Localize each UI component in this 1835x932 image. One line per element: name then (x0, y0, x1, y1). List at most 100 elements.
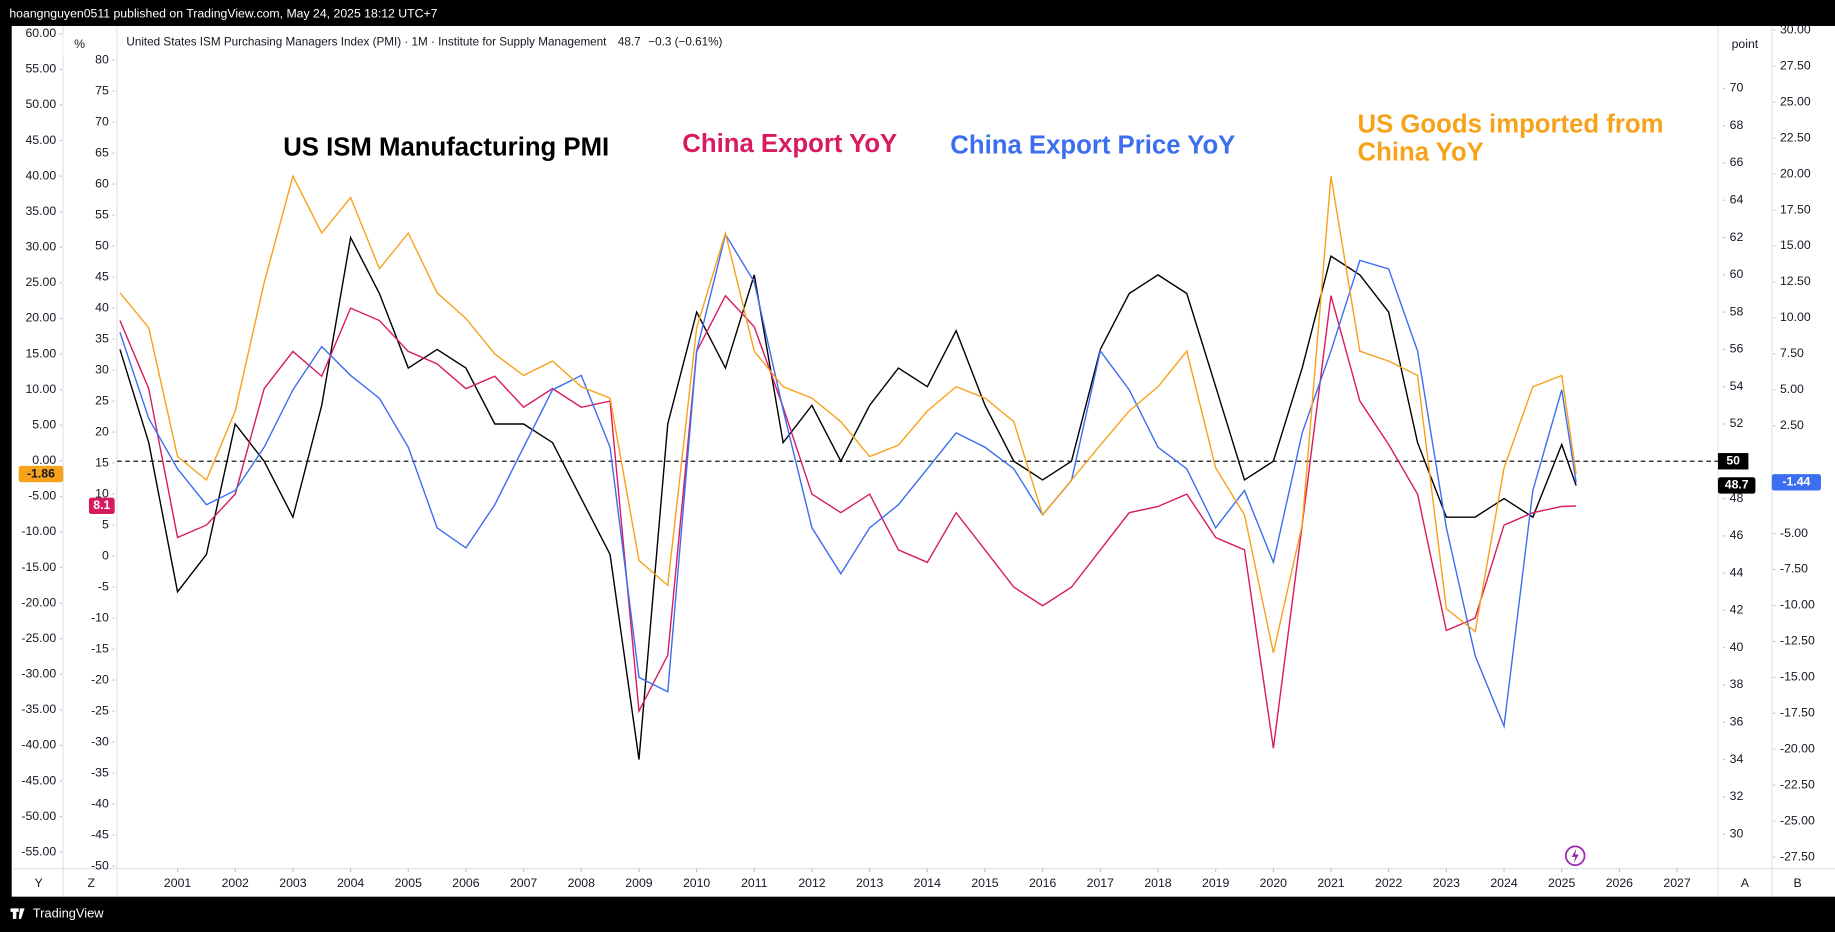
y-tick-label: -12.50 (1780, 634, 1815, 648)
x-tick-label: 2008 (568, 876, 595, 890)
y-tick-label: 30 (1730, 826, 1744, 840)
last-value-box (88, 497, 115, 515)
last-value-box (1771, 474, 1821, 491)
brand: TradingView (33, 906, 104, 921)
plot (117, 174, 1718, 760)
y-tick-label: -7.50 (1780, 562, 1808, 576)
last-value-label: -1.44 (1782, 475, 1810, 489)
y-tick-label: -20 (91, 672, 109, 686)
x-tick-label: 2009 (625, 876, 652, 890)
x-tick-label: 2010 (683, 876, 710, 890)
x-tick-label: 2020 (1260, 876, 1287, 890)
x-tick-label: 2025 (1548, 876, 1575, 890)
y-tick-label: -27.50 (1780, 849, 1815, 863)
y-tick-label: -35.00 (21, 702, 56, 716)
y-tick-label: -20.00 (1780, 741, 1815, 755)
y-tick-label: 15.00 (25, 346, 56, 360)
y-tick-label: -40 (91, 796, 109, 810)
last-value-label: -1.86 (27, 466, 55, 480)
y-tick-label: 70 (1730, 81, 1744, 95)
y-tick-label: 42 (1730, 603, 1744, 617)
y-tick-label: 0.00 (32, 453, 56, 467)
y-tick-label: 15 (95, 455, 109, 469)
button-b[interactable]: B (1793, 876, 1801, 890)
series-name: China Export YoY (682, 130, 897, 158)
y-tick-label: -10.00 (21, 524, 56, 538)
y-tick-label: 10 (95, 486, 109, 500)
y-tick-label: 27.50 (1780, 58, 1811, 72)
y-tick-label: 32 (1730, 789, 1744, 803)
unit-box (1728, 34, 1762, 56)
y-tick-label: -10 (91, 610, 109, 624)
button-z[interactable]: Z (88, 876, 96, 890)
x-tick-label: 2002 (222, 876, 249, 890)
x-tick-label: 2015 (971, 876, 998, 890)
x-tick-label: 2011 (741, 876, 768, 890)
y-tick-label: 12.50 (1780, 274, 1811, 288)
y-tick-label: 10.00 (25, 382, 56, 396)
button-y[interactable]: Y (35, 876, 43, 890)
legend-title: United States ISM Purchasing Managers In… (126, 35, 607, 48)
x-tick-label: 2027 (1663, 876, 1690, 890)
y-tick-label: -30 (91, 734, 109, 748)
y-tick-label: 34 (1730, 752, 1744, 766)
x-tick-label: 2023 (1433, 876, 1460, 890)
y-tick-label: -25.00 (1780, 813, 1815, 827)
x-tick-label: 2004 (337, 876, 364, 890)
reference-label: 50 (1726, 454, 1740, 468)
y-tick-label: 70 (95, 114, 109, 128)
axis-unit: % (74, 37, 85, 51)
y-tick-label: 25.00 (1780, 94, 1811, 108)
y-tick-label: -50.00 (21, 809, 56, 823)
y-tick-label: -20.00 (21, 595, 56, 609)
y-tick-label: 20.00 (1780, 166, 1811, 180)
x-tick-label: 2018 (1144, 876, 1171, 890)
x-tick-label: 2007 (510, 876, 537, 890)
y-tick-label: 58 (1730, 304, 1744, 318)
x-tick-label: 2006 (452, 876, 479, 890)
y-tick-label: 44 (1730, 565, 1744, 579)
y-tick-label: 30.00 (25, 240, 56, 254)
y-tick-label: 40 (95, 300, 109, 314)
y-tick-label: 50.00 (25, 97, 56, 111)
x-tick-label: 2017 (1087, 876, 1114, 890)
y-tick-label: -45.00 (21, 773, 56, 787)
y-tick-label: -55.00 (21, 844, 56, 858)
y-tick-label: 52 (1730, 416, 1744, 430)
legend-last: 48.7 (618, 35, 641, 48)
y-tick-label: 48 (1730, 491, 1744, 505)
y-tick-label: 35.00 (25, 204, 56, 218)
y-tick-label: -50 (91, 858, 109, 872)
y-tick-label: 64 (1730, 193, 1744, 207)
x-tick-label: 2019 (1202, 876, 1229, 890)
unit-box (63, 34, 96, 56)
series-line (119, 174, 1577, 654)
x-tick-label: 2026 (1606, 876, 1633, 890)
y-tick-label: 5 (102, 517, 109, 531)
button-a[interactable]: A (1741, 876, 1750, 890)
y-tick-label: -25.00 (21, 631, 56, 645)
y-tick-label: 66 (1730, 155, 1744, 169)
y-tick-label: 5.00 (32, 417, 56, 431)
last-value-box (1717, 477, 1756, 494)
y-tick-label: 35 (95, 331, 109, 345)
last-value-box (18, 465, 64, 483)
y-tick-label: -40.00 (21, 738, 56, 752)
series-line (119, 294, 1577, 749)
series-name: US Goods imported from China YoY (1358, 110, 1671, 166)
y-tick-label: -17.50 (1780, 706, 1815, 720)
x-tick-label: 2024 (1490, 876, 1517, 890)
reference-label-box (1717, 453, 1749, 470)
series-line (119, 232, 1577, 730)
alert-icon[interactable] (1564, 845, 1586, 866)
y-tick-label: -5.00 (1780, 526, 1808, 540)
y-tick-label: 10.00 (1780, 310, 1811, 324)
y-tick-label: 68 (1730, 118, 1744, 132)
y-tick-label: 60 (95, 176, 109, 190)
y-tick-label: 20.00 (25, 311, 56, 325)
y-tick-label: -15 (91, 641, 109, 655)
y-tick-label: 50 (95, 238, 109, 252)
y-tick-label: -35 (91, 765, 109, 779)
